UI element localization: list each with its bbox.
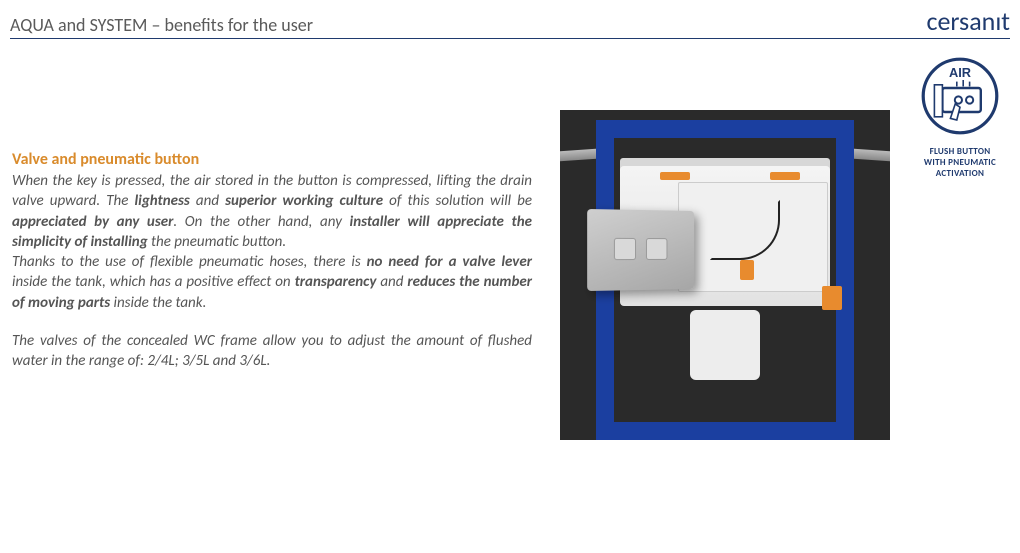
paragraph-1: When the key is pressed, the air stored … xyxy=(12,171,532,252)
header-bar: AQUA and SYSTEM – benefits for the user … xyxy=(10,8,1010,39)
paragraph-2: Thanks to the use of flexible pneumatic … xyxy=(12,252,532,313)
p2-bold-2: transparency xyxy=(295,273,377,291)
frame-right xyxy=(836,120,854,440)
p2-text-a: Thanks to the use of flexible pneumatic … xyxy=(12,253,367,271)
badge-caption: FLUSH BUTTON WITH PNEUMATIC ACTIVATION xyxy=(916,147,1004,179)
orange-clip-icon xyxy=(660,172,690,180)
flush-button-large xyxy=(646,238,667,260)
paragraph-3: The valves of the concealed WC frame all… xyxy=(12,331,532,372)
orange-clip-icon xyxy=(822,286,842,310)
p1-text-f: the pneumatic button. xyxy=(148,233,287,251)
flush-button-small xyxy=(614,238,636,260)
orange-clip-icon xyxy=(770,172,800,180)
frame-bottom xyxy=(596,422,854,440)
p2-bold-1: no need for a valve lever xyxy=(367,253,532,271)
badge-line-3: ACTIVATION xyxy=(916,169,1004,180)
product-image xyxy=(560,110,890,440)
p2-text-d: inside the tank. xyxy=(110,294,206,312)
p1-bold-1: lightness xyxy=(134,192,189,210)
p1-bold-3: appreciated by any user xyxy=(12,213,173,231)
p1-text-c: and xyxy=(190,192,225,210)
brand-logo: cersanıt xyxy=(926,8,1010,36)
flush-plate xyxy=(587,209,694,291)
p2-text-b: inside the tank, which has a positive ef… xyxy=(12,273,295,291)
mount-bracket-left xyxy=(560,149,598,162)
air-badge-icon: AIR xyxy=(920,56,1000,136)
p1-text-e: . On the other hand, any xyxy=(173,213,349,231)
mount-bracket-right xyxy=(852,149,890,162)
valve-body xyxy=(690,310,760,380)
p1-bold-2: superior working culture xyxy=(225,192,383,210)
text-column: Valve and pneumatic button When the key … xyxy=(12,150,532,371)
frame-top xyxy=(596,120,854,138)
badge-line-2: WITH PNEUMATIC xyxy=(916,158,1004,169)
page-title: AQUA and SYSTEM – benefits for the user xyxy=(10,14,313,36)
orange-clip-icon xyxy=(740,260,754,280)
air-label-text: AIR xyxy=(949,65,971,80)
p2-text-c: and xyxy=(376,273,407,291)
air-badge: AIR FLUSH BUTTON WITH PNEUMATIC ACTIVATI… xyxy=(916,56,1004,179)
p1-text-d: of this solution will be xyxy=(383,192,532,210)
section-subheading: Valve and pneumatic button xyxy=(12,150,532,169)
